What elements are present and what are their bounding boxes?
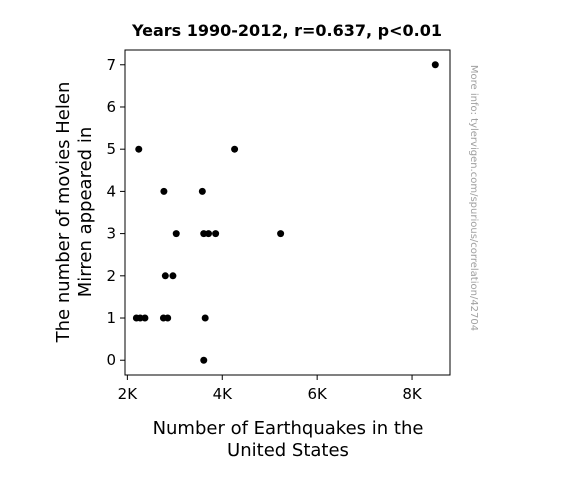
x-tick-label: 4K xyxy=(213,385,234,403)
x-axis-ticks: 2K 4K 6K 8K xyxy=(118,375,423,403)
y-axis-label-line-1: The number of movies Helen xyxy=(53,82,74,344)
y-tick-label: 5 xyxy=(106,140,116,158)
scatter-point xyxy=(169,272,177,280)
scatter-points xyxy=(132,61,439,364)
x-tick-label: 8K xyxy=(402,385,423,403)
y-tick-label: 6 xyxy=(106,98,116,116)
scatter-point xyxy=(135,145,143,153)
chart-title: Years 1990-2012, r=0.637, p<0.01 xyxy=(131,21,442,40)
y-axis-label-group: The number of movies Helen Mirren appear… xyxy=(53,82,96,344)
y-tick-label: 1 xyxy=(106,309,116,327)
scatter-point xyxy=(198,187,206,195)
y-tick-label: 0 xyxy=(106,351,116,369)
scatter-point xyxy=(200,356,208,364)
scatter-point xyxy=(205,230,213,238)
plot-frame xyxy=(124,49,451,376)
scatter-point xyxy=(160,187,168,195)
y-tick-label: 7 xyxy=(106,56,116,74)
scatter-point xyxy=(277,230,285,238)
y-tick-label: 3 xyxy=(106,225,116,243)
x-tick-label: 2K xyxy=(118,385,139,403)
y-tick-label: 4 xyxy=(106,182,116,200)
scatter-point xyxy=(141,314,149,322)
x-axis-label-line-2: United States xyxy=(227,440,349,461)
y-axis-ticks: 0 1 2 3 4 5 6 7 xyxy=(106,56,125,369)
scatter-point xyxy=(172,230,180,238)
watermark: More info: tylervigen.com/spurious/corre… xyxy=(468,65,479,331)
scatter-point xyxy=(231,145,239,153)
x-tick-label: 6K xyxy=(307,385,328,403)
watermark-group: More info: tylervigen.com/spurious/corre… xyxy=(468,65,479,331)
scatter-point xyxy=(164,314,172,322)
y-axis-label-line-2: Mirren appeared in xyxy=(75,127,96,297)
y-tick-label: 2 xyxy=(106,267,116,285)
x-axis-label-line-1: Number of Earthquakes in the xyxy=(153,418,424,439)
scatter-point xyxy=(201,314,209,322)
scatter-point xyxy=(212,230,220,238)
scatter-point xyxy=(431,61,439,69)
scatter-point xyxy=(161,272,169,280)
